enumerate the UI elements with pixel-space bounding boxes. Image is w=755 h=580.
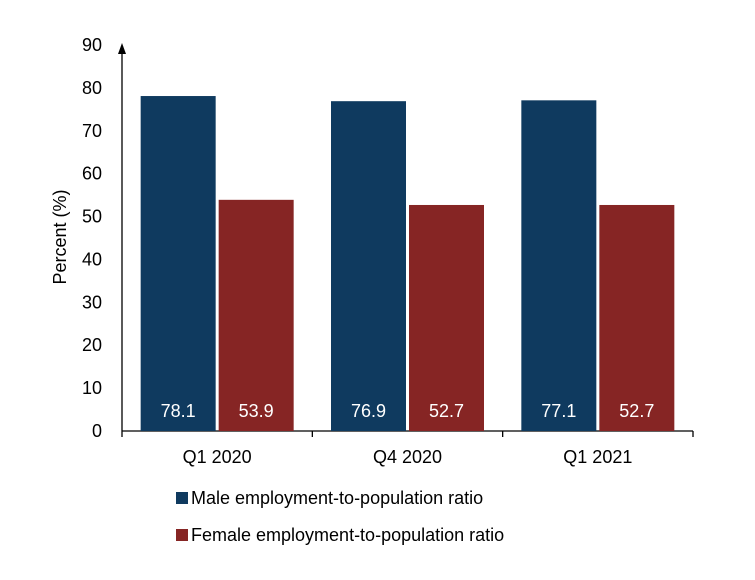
legend-label: Male employment-to-population ratio [191, 488, 483, 508]
y-tick-label: 20 [82, 335, 102, 355]
bar-value-label: 76.9 [351, 401, 386, 421]
bar-male [140, 96, 216, 431]
legend-swatch [176, 529, 188, 541]
bar-value-label: 78.1 [161, 401, 196, 421]
y-tick-label: 70 [82, 121, 102, 141]
y-tick-label: 60 [82, 164, 102, 184]
bar-value-label: 52.7 [429, 401, 464, 421]
y-tick-label: 0 [92, 421, 102, 441]
y-tick-label: 10 [82, 378, 102, 398]
data-labels: 78.1 53.9 76.9 52.7 77.1 52.7 [161, 401, 655, 421]
bar-male [331, 101, 406, 431]
y-tick-label: 50 [82, 207, 102, 227]
y-axis: 0 10 20 30 40 50 60 70 80 90 [82, 35, 126, 441]
bar-value-label: 52.7 [619, 401, 654, 421]
bars [140, 96, 675, 432]
bar-female [409, 204, 484, 431]
bar-female [599, 204, 675, 431]
legend: Male employment-to-population ratio Femal… [176, 488, 504, 545]
y-tick-label: 30 [82, 292, 102, 312]
bar-female [218, 199, 294, 431]
legend-label: Female employment-to-population ratio [191, 525, 504, 545]
bar-male [521, 100, 597, 432]
x-axis: Q1 2020 Q4 2020 Q1 2021 [121, 430, 694, 467]
bar-value-label: 77.1 [541, 401, 576, 421]
y-axis-label: Percent (%) [50, 189, 70, 284]
x-tick-label: Q4 2020 [373, 447, 442, 467]
bar-value-label: 53.9 [239, 401, 274, 421]
y-tick-label: 40 [82, 249, 102, 269]
y-tick-label: 90 [82, 35, 102, 55]
x-tick-label: Q1 2021 [563, 447, 632, 467]
x-tick-label: Q1 2020 [183, 447, 252, 467]
legend-swatch [176, 492, 188, 504]
y-tick-label: 80 [82, 78, 102, 98]
y-axis-arrow-icon [118, 43, 126, 54]
